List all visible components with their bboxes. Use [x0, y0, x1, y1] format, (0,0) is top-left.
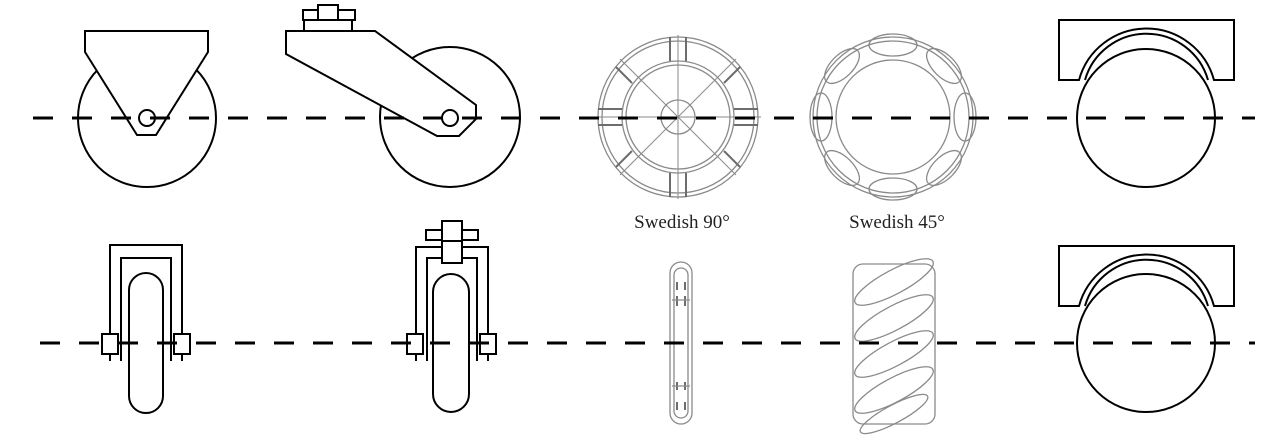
- swedish-45-label: Swedish 45°: [849, 212, 945, 233]
- swedish-90-label: Swedish 90°: [634, 212, 730, 233]
- bottom-row: [40, 220, 1255, 435]
- ball-wheel-side-view: [1058, 19, 1235, 188]
- castor-wheel-side-view: [285, 4, 521, 188]
- fixed-wheel-side-view: [77, 30, 217, 188]
- fixed-wheel-front-view: [101, 244, 191, 414]
- top-row: Swedish 90° Swedish 45°: [33, 4, 1255, 233]
- swedish-45-wheel-front-view: [852, 258, 936, 435]
- castor-wheel-front-view: [406, 220, 497, 413]
- ball-wheel-front-view: [1058, 245, 1235, 413]
